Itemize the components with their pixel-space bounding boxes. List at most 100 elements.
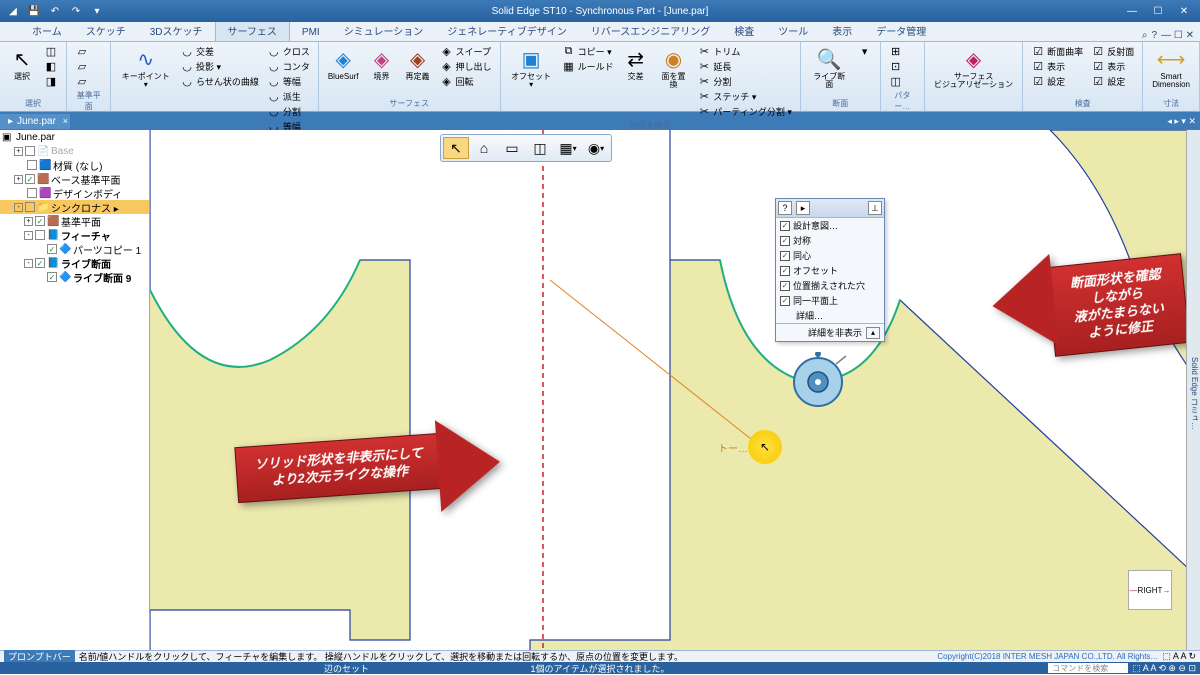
group-curve: ∿ キーポイント ▾ ◡交差◡投影 ▾◡らせん状の曲線 ◡クロス◡コンタ◡等幅◡… <box>111 42 318 111</box>
intent-item[interactable]: ✓対称 <box>776 233 884 248</box>
swap-button[interactable]: ⇄交差 <box>620 44 652 83</box>
plane-2[interactable]: ▱ <box>73 59 91 74</box>
ribbon-tab[interactable]: シミュレーション <box>332 20 436 41</box>
graphics-canvas[interactable]: ↖ ⌂ ▭ ◫ ▦▾ ◉▾ ? ▸ ⟂ ✓設計意図… ✓対称✓同心✓オフセット✓… <box>150 130 1186 650</box>
copyright: Copyright(C)2018 INTER MESH JAPAN CO.,LT… <box>937 652 1158 661</box>
boundary-button[interactable]: ◈境界 <box>366 44 398 83</box>
window-title: Solid Edge ST10 - Synchronous Part - [Ju… <box>492 6 709 17</box>
copy-button[interactable]: ⧉コピー ▾ <box>560 44 616 59</box>
intent-help-icon[interactable]: ? <box>778 201 792 215</box>
ribbon-tab[interactable]: 表示 <box>820 20 864 41</box>
intent-item[interactable]: ✓同一平面上 <box>776 293 884 308</box>
ribbon: ↖ 選択 ◫ ◧ ◨ 選択 ▱ ▱ ▱ 基準平面 ∿ キーポイント ▾ <box>0 42 1200 112</box>
doctab-nav[interactable]: ◂ ▸ ▾ ✕ <box>1167 116 1200 127</box>
app-menu-icon[interactable]: ◢ <box>4 2 22 20</box>
tree-row[interactable]: +✓🟫基準平面 <box>0 214 149 228</box>
intent-collapse-button[interactable]: ▴ <box>866 327 880 339</box>
ft-snap[interactable]: ▦▾ <box>555 137 581 159</box>
status-left: 辺のセット <box>324 662 369 675</box>
tree-row[interactable]: -📁シンクロナス ▸ <box>0 200 149 214</box>
live-section-button[interactable]: 🔍ライブ断面 <box>807 44 852 91</box>
prompt-bar: プロンプトバー 名前/値ハンドルをクリックして、フィーチャを編集します。 操縦ハ… <box>0 650 1200 662</box>
bluesurf-button[interactable]: ◈BlueSurf <box>325 44 362 83</box>
ft-view[interactable]: ▭ <box>499 137 525 159</box>
save-icon[interactable]: 💾 <box>25 2 43 20</box>
intent-play-icon[interactable]: ▸ <box>796 201 810 215</box>
ft-grid[interactable]: ◉▾ <box>583 137 609 159</box>
view-toolbar: ↖ ⌂ ▭ ◫ ▦▾ ◉▾ <box>440 134 612 162</box>
intent-title-row[interactable]: ✓設計意図… <box>776 218 884 233</box>
ribbon-tab[interactable]: リバースエンジニアリング <box>579 20 723 41</box>
close-button[interactable]: ✕ <box>1172 3 1196 19</box>
tree-row[interactable]: ✓🔷パーツコピー 1 <box>0 242 149 256</box>
tree-row[interactable]: ✓🔷ライブ断面 9 <box>0 270 149 284</box>
ribbon-tab[interactable]: ツール <box>766 20 820 41</box>
prompt-icons[interactable]: ⬚ A A ↻ <box>1162 651 1196 662</box>
group-inspect: ☑断面曲率☑表示☑設定☑反射面☑表示☑設定 検査 <box>1023 42 1143 111</box>
offset-button[interactable]: ▣オフセット ▾ <box>507 44 556 91</box>
keypoint-icon: ∿ <box>133 46 159 72</box>
ribbon-tab[interactable]: サーフェス <box>215 19 290 41</box>
intent-item[interactable]: ✓オフセット <box>776 263 884 278</box>
undo-icon[interactable]: ↶ <box>46 2 64 20</box>
ribbon-tab[interactable]: 3Dスケッチ <box>138 20 215 41</box>
select-opt2[interactable]: ◧ <box>42 59 60 74</box>
pattern-3[interactable]: ◫ <box>887 74 905 89</box>
plane-3[interactable]: ▱ <box>73 74 91 89</box>
smart-dim-button[interactable]: ⟷Smart Dimension <box>1149 44 1193 91</box>
document-tab[interactable]: ▸ June.par × <box>0 114 70 129</box>
group-plane: ▱ ▱ ▱ 基準平面 <box>67 42 111 111</box>
ruled-button[interactable]: ▦ルールド <box>560 59 616 74</box>
group-viz: ◈サーフェス ビジュアリゼーション <box>925 42 1023 111</box>
keypoint-button[interactable]: ∿ キーポイント ▾ <box>117 44 174 91</box>
redefine-button[interactable]: ◈再定義 <box>402 44 434 83</box>
tree-row[interactable]: 🟦材質 (なし) <box>0 158 149 172</box>
replace-face-button[interactable]: ◉面を置換 <box>656 44 692 91</box>
qat-dropdown-icon[interactable]: ▾ <box>88 2 106 20</box>
tree-row[interactable]: +✓🟫ベース基準平面 <box>0 172 149 186</box>
callout-right: 断面形状を確認しながら 液がたまらないように修正 <box>1046 253 1186 356</box>
axis-indicator[interactable]: —RIGHT→ <box>1128 570 1172 610</box>
ribbon-tab[interactable]: ジェネレーティブデザイン <box>435 20 578 41</box>
minimize-button[interactable]: — <box>1120 3 1144 19</box>
select-opt3[interactable]: ◨ <box>42 74 60 89</box>
select-opt1[interactable]: ◫ <box>42 44 60 59</box>
intent-item[interactable]: ✓同心 <box>776 248 884 263</box>
redo-icon[interactable]: ↷ <box>67 2 85 20</box>
tree-row[interactable]: -📘フィーチャ <box>0 228 149 242</box>
surface-viz-button[interactable]: ◈サーフェス ビジュアリゼーション <box>931 44 1016 91</box>
ft-sketch[interactable]: ⌂ <box>471 137 497 159</box>
file-icon: ▸ <box>8 116 13 127</box>
intent-pin-icon[interactable]: ⟂ <box>868 201 882 215</box>
intent-detail[interactable]: 詳細… <box>776 308 884 323</box>
intent-item[interactable]: ✓位置揃えされた穴 <box>776 278 884 293</box>
ft-box[interactable]: ◫ <box>527 137 553 159</box>
ft-select[interactable]: ↖ <box>443 137 469 159</box>
pattern-1[interactable]: ⊞ <box>887 44 905 59</box>
tree-root[interactable]: ▣June.par <box>0 130 149 144</box>
section-opt[interactable]: ▾ <box>856 44 874 59</box>
intent-collapse-label: 詳細を非表示 <box>808 326 862 339</box>
ribbon-tab[interactable]: ホーム <box>20 20 74 41</box>
tree-row[interactable]: 🟪デザインボディ <box>0 186 149 200</box>
cursor-highlight: ↖ <box>748 430 782 464</box>
plane-1[interactable]: ▱ <box>73 44 91 59</box>
ribbon-tab[interactable]: PMI <box>290 24 332 41</box>
group-dim: ⟷Smart Dimension 寸法 <box>1143 42 1200 111</box>
ribbon-tab[interactable]: データ管理 <box>864 20 938 41</box>
tree-row[interactable]: +📄Base <box>0 144 149 158</box>
ribbon-tab[interactable]: スケッチ <box>74 20 138 41</box>
right-sidebar[interactable]: Solid Edge コミュ… <box>1186 130 1200 650</box>
status-icons[interactable]: ⬚ A A ⟲ ⊕ ⊖ ⊡ <box>1132 663 1196 674</box>
tree-row[interactable]: -✓📘ライブ断面 <box>0 256 149 270</box>
pattern-2[interactable]: ⊡ <box>887 59 905 74</box>
select-button[interactable]: ↖ 選択 <box>6 44 38 83</box>
command-search[interactable]: コマンドを検索 <box>1048 663 1128 673</box>
feature-tree: ▣June.par +📄Base🟦材質 (なし)+✓🟫ベース基準平面🟪デザインボ… <box>0 130 150 650</box>
maximize-button[interactable]: ☐ <box>1146 3 1170 19</box>
design-intent-panel: ? ▸ ⟂ ✓設計意図… ✓対称✓同心✓オフセット✓位置揃えされた穴✓同一平面上… <box>775 198 885 342</box>
group-surface: ◈BlueSurf ◈境界 ◈再定義 ◈スイープ◈押し出し◈回転 サーフェス <box>319 42 501 111</box>
ribbon-tab[interactable]: 検査 <box>722 20 766 41</box>
close-tab-icon[interactable]: × <box>63 116 68 126</box>
status-center: 1個のアイテムが選択されました。 <box>530 662 669 675</box>
